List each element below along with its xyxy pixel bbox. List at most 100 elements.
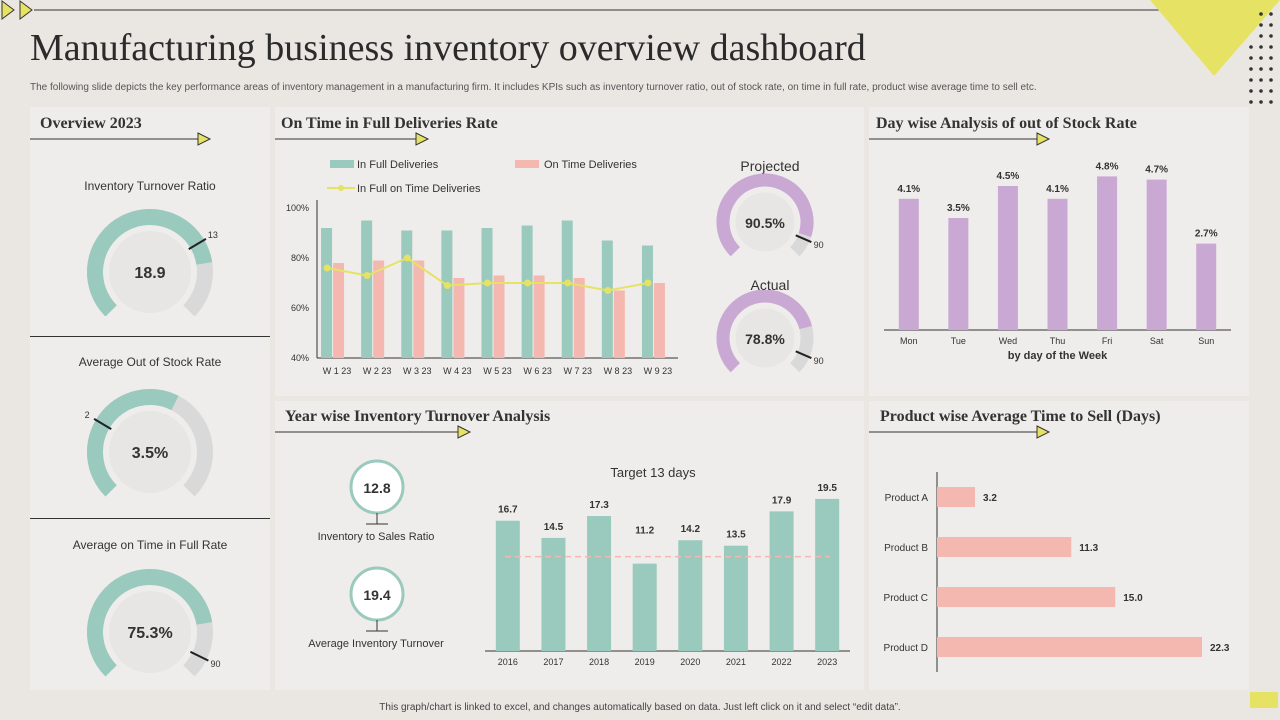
bar-stock-rate xyxy=(1146,179,1167,330)
decor-dot xyxy=(1259,67,1263,71)
data-label: 14.2 xyxy=(681,524,701,535)
x-tick-label: W 5 23 xyxy=(483,366,512,376)
bar-stock-rate xyxy=(948,218,969,330)
legend-label: In Full Deliveries xyxy=(357,159,439,171)
y-tick-label: Product C xyxy=(884,593,928,604)
bar-in-full xyxy=(601,240,613,358)
gauge-fill xyxy=(716,290,812,373)
x-tick-label: 2017 xyxy=(543,657,563,667)
gauge-value: 3.5% xyxy=(132,445,168,462)
data-label: 16.7 xyxy=(498,505,518,516)
overview-title: Overview 2023 xyxy=(40,115,142,132)
data-label: 3.2 xyxy=(983,493,997,504)
bar-time-to-sell xyxy=(937,587,1116,607)
actual-label: Actual xyxy=(750,277,790,293)
projected-gauge: 90.5% 90 xyxy=(716,173,824,257)
x-tick-label: 2023 xyxy=(817,657,837,667)
decor-dot xyxy=(1259,56,1263,60)
yearwise-panel xyxy=(275,401,864,690)
data-label: 4.8% xyxy=(1096,161,1119,172)
bar-stock-rate xyxy=(898,198,919,330)
data-label: 15.0 xyxy=(1123,593,1143,604)
x-tick-label: Sun xyxy=(1198,336,1214,346)
product-title: Product wise Average Time to Sell (Days) xyxy=(880,408,1161,425)
otif-title-arrow xyxy=(275,132,430,146)
decor-dot xyxy=(1259,78,1263,82)
yearwise-title: Year wise Inventory Turnover Analysis xyxy=(285,408,551,425)
x-axis-label: by day of the Week xyxy=(1008,350,1108,362)
ratio-value: 12.8 xyxy=(363,480,390,496)
corner-accent xyxy=(1250,692,1278,708)
gauge-center xyxy=(109,591,191,673)
x-tick-label: 2022 xyxy=(772,657,792,667)
point-otif xyxy=(604,287,612,294)
decor-dot xyxy=(1269,89,1273,93)
data-label: 22.3 xyxy=(1210,643,1230,654)
bar-on-time xyxy=(613,290,625,358)
data-label: 11.2 xyxy=(635,526,654,537)
x-tick-label: Mon xyxy=(900,336,918,346)
decor-dot xyxy=(1259,12,1263,16)
decor-dot xyxy=(1249,45,1253,49)
decor-dot xyxy=(1249,89,1253,93)
y-tick-label: 100% xyxy=(286,203,309,213)
bar-in-full xyxy=(361,220,373,358)
bar-in-full xyxy=(521,225,533,358)
bar-in-full xyxy=(641,245,653,358)
gauge-marker-label: 2 xyxy=(85,410,90,420)
decor-dot xyxy=(1249,56,1253,60)
x-tick-label: W 9 23 xyxy=(644,366,673,376)
legend-swatch xyxy=(330,160,354,168)
x-tick-label: W 6 23 xyxy=(523,366,552,376)
actual-gauge: 78.8% 90 xyxy=(716,290,824,373)
data-label: 4.7% xyxy=(1145,165,1168,176)
y-tick-label: 80% xyxy=(291,253,309,263)
gauge-fill xyxy=(87,209,213,316)
ratio-label: Average Inventory Turnover xyxy=(308,638,444,650)
otif-chart: In Full Deliveries On Time Deliveries In F… xyxy=(286,159,678,376)
ratio-circle: 12.8 xyxy=(349,459,405,525)
bar-turnover xyxy=(678,540,703,651)
decor-dot xyxy=(1269,45,1273,49)
x-tick-label: W 3 23 xyxy=(403,366,432,376)
header-decoration xyxy=(1,0,1280,104)
x-tick-label: Tue xyxy=(951,336,966,346)
bar-time-to-sell xyxy=(937,637,1202,657)
kpi-label: Average Out of Stock Rate xyxy=(78,355,222,369)
kpi-label: Inventory Turnover Ratio xyxy=(84,179,216,193)
x-tick-label: W 8 23 xyxy=(604,366,633,376)
decor-dot xyxy=(1259,23,1263,27)
data-label: 11.3 xyxy=(1079,543,1098,554)
bar-on-time xyxy=(373,260,385,358)
footer-note: This graph/chart is linked to excel, and… xyxy=(379,702,901,713)
data-label: 4.1% xyxy=(897,184,920,195)
x-tick-label: Sat xyxy=(1150,336,1164,346)
decor-dot xyxy=(1269,34,1273,38)
yearwise-chart: Target 13 days 16.7 2016 14.5 2017 17.3 2018 11… xyxy=(485,465,850,667)
otif-title: On Time in Full Deliveries Rate xyxy=(281,115,498,132)
x-tick-label: W 1 23 xyxy=(323,366,352,376)
chart-title: Target 13 days xyxy=(610,465,696,480)
gauge-marker xyxy=(93,418,112,430)
y-tick-label: Product B xyxy=(884,543,928,554)
gauge-fill xyxy=(87,569,213,677)
bar-on-time xyxy=(413,260,425,358)
x-tick-label: 2019 xyxy=(635,657,655,667)
bar-turnover xyxy=(723,545,748,651)
decor-dot xyxy=(1259,45,1263,49)
point-otif xyxy=(443,282,451,289)
ratio-label: Inventory to Sales Ratio xyxy=(317,531,435,543)
bar-turnover xyxy=(769,511,794,651)
decor-dot xyxy=(1249,100,1253,104)
bar-on-time xyxy=(653,283,665,358)
point-otif xyxy=(484,279,491,287)
bar-in-full xyxy=(561,220,573,358)
bar-time-to-sell xyxy=(937,487,976,507)
bar-turnover xyxy=(587,516,612,651)
y-tick-label: Product A xyxy=(885,493,929,504)
y-tick-label: Product D xyxy=(884,643,928,654)
data-label: 3.5% xyxy=(947,203,970,214)
decor-dot xyxy=(1269,78,1273,82)
decor-dot xyxy=(1269,67,1273,71)
point-otif xyxy=(564,279,572,287)
